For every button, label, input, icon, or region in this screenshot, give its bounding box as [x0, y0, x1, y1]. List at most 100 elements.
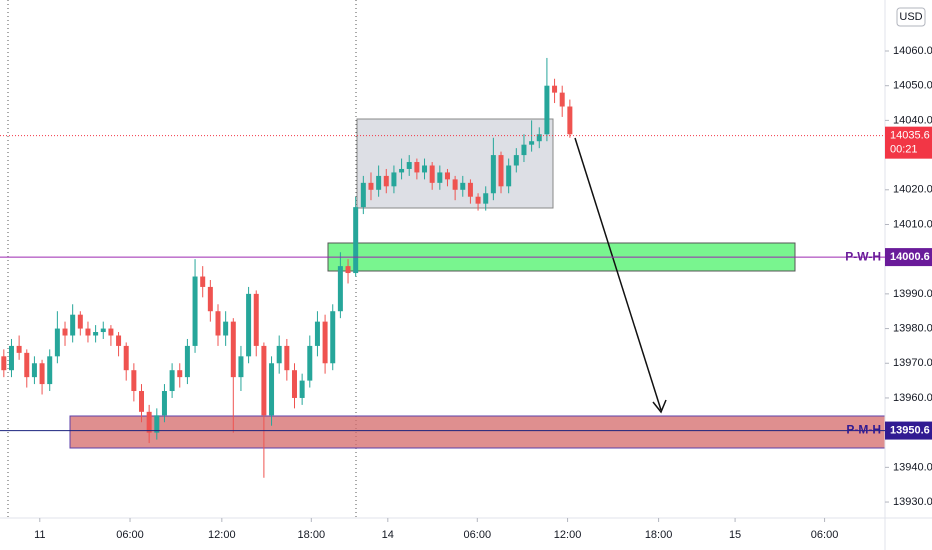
- currency-box[interactable]: [896, 7, 926, 27]
- candle-body: [161, 391, 167, 416]
- level-name: P-M-H: [846, 423, 881, 437]
- candle-body: [284, 345, 290, 371]
- candle-body: [467, 182, 473, 197]
- last-price-box: [885, 126, 932, 159]
- y-tick-label: 14050.0: [893, 80, 932, 92]
- candle-body: [276, 345, 282, 364]
- x-tick-label: 14: [382, 529, 394, 541]
- x-tick-label: 06:00: [811, 529, 839, 541]
- candle-body: [200, 276, 206, 287]
- x-tick-label: 06:00: [464, 529, 492, 541]
- x-tick-label: 12:00: [554, 529, 582, 541]
- candle-body: [291, 370, 297, 398]
- candle-body: [177, 370, 183, 378]
- x-tick-label: 15: [729, 529, 741, 541]
- candle-body: [544, 85, 550, 135]
- candle-body: [483, 193, 489, 204]
- candle-body: [269, 363, 275, 416]
- candle-body: [360, 182, 366, 208]
- candle-body: [452, 179, 458, 190]
- candle-body: [559, 92, 565, 107]
- candle-body: [215, 311, 221, 336]
- level-name: P-W-H: [845, 249, 881, 263]
- candle-body: [108, 328, 114, 336]
- candle-body: [513, 155, 519, 166]
- candle-body: [299, 380, 305, 398]
- x-tick-label: 06:00: [116, 529, 144, 541]
- candle-body: [223, 321, 229, 336]
- candle-body: [521, 144, 527, 156]
- candle-body: [414, 162, 420, 173]
- candle-body: [123, 345, 129, 371]
- candle-body: [552, 85, 558, 93]
- candle-body: [24, 352, 30, 378]
- candle-body: [77, 314, 83, 329]
- y-tick-label: 14060.0: [893, 45, 932, 57]
- countdown: 00:21: [890, 144, 918, 156]
- candle-body: [490, 155, 496, 194]
- candle-body: [154, 415, 160, 433]
- candle-body: [460, 182, 466, 190]
- arrow: [574, 137, 662, 411]
- candle-body: [1, 356, 7, 371]
- candle-body: [184, 345, 190, 378]
- candle-body: [422, 165, 428, 173]
- arrow-head: [652, 399, 667, 414]
- candle-body: [345, 266, 351, 274]
- candle-body: [444, 172, 450, 180]
- level-price: 14000.6: [890, 251, 930, 263]
- candle-body: [54, 328, 60, 357]
- candle-body: [399, 168, 405, 173]
- candle-body: [368, 182, 374, 190]
- candle-body: [39, 363, 45, 385]
- candle-body: [192, 276, 198, 346]
- candle-body: [169, 370, 175, 392]
- candle-body: [391, 172, 397, 187]
- candle-body: [307, 345, 313, 381]
- candle-body: [230, 321, 236, 378]
- candle-body: [246, 293, 252, 357]
- candle-body: [383, 175, 389, 187]
- candle-body: [207, 286, 213, 312]
- candle-body: [93, 332, 99, 336]
- candle-body: [261, 345, 267, 416]
- candle-body: [406, 162, 412, 169]
- candle-body: [322, 321, 328, 364]
- x-tick-label: 12:00: [208, 529, 236, 541]
- candle-body: [31, 363, 37, 378]
- y-tick-label: 13960.0: [893, 392, 932, 404]
- candle-body: [529, 141, 535, 145]
- candle-body: [337, 266, 343, 312]
- candle-body: [8, 345, 14, 371]
- candle-body: [330, 311, 336, 364]
- y-tick-label: 13980.0: [893, 322, 932, 334]
- currency: USD: [899, 11, 922, 23]
- candle-body: [536, 134, 542, 142]
- y-tick-label: 14020.0: [893, 184, 932, 196]
- candle-body: [506, 165, 512, 187]
- candle-body: [47, 356, 53, 385]
- level-price: 13950.6: [890, 424, 930, 436]
- candle-body: [16, 345, 22, 353]
- candle-body: [253, 293, 259, 346]
- candle-body: [314, 321, 320, 346]
- level-price-box: [885, 421, 932, 440]
- candle-body: [376, 175, 382, 190]
- x-tick-label: 11: [34, 529, 45, 541]
- y-tick-label: 14010.0: [893, 218, 932, 230]
- candle-body: [567, 106, 573, 135]
- y-tick-label: 13940.0: [893, 461, 932, 473]
- plot: [1, 57, 573, 478]
- level-price-box: [885, 248, 932, 267]
- y-tick-label: 13930.0: [893, 496, 932, 508]
- candle-body: [139, 391, 145, 412]
- x-tick-label: 18:00: [645, 529, 673, 541]
- candle-body: [85, 328, 91, 336]
- candle-body: [437, 172, 443, 183]
- candle-body: [475, 196, 481, 204]
- candle-body: [429, 165, 435, 183]
- candle-body: [131, 370, 137, 392]
- candle-body: [498, 155, 504, 187]
